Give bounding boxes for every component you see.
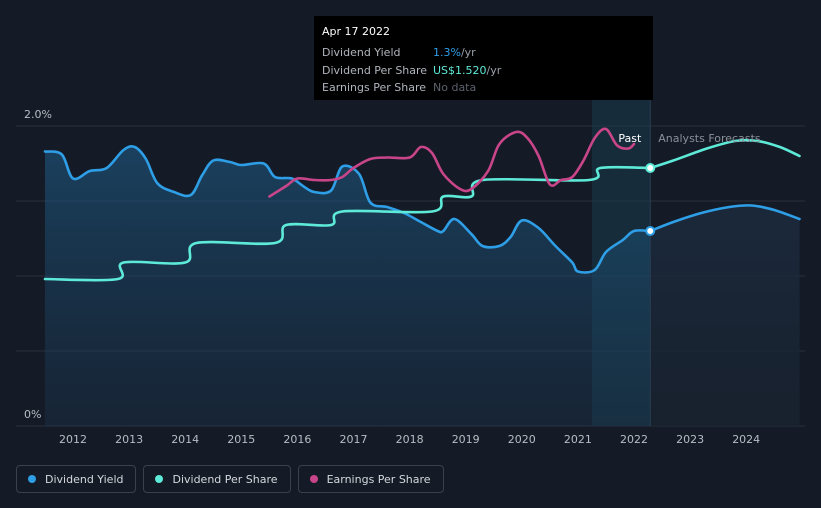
x-tick-label: 2014 (171, 433, 199, 446)
tooltip-value: US$1.520 (433, 63, 487, 77)
x-tick-label: 2015 (227, 433, 255, 446)
x-tick-label: 2024 (732, 433, 760, 446)
x-tick-label: 2017 (340, 433, 368, 446)
legend-item-earnings-per-share[interactable]: Earnings Per Share (297, 465, 444, 493)
series-line (43, 165, 652, 282)
tooltip-label: Dividend Yield (322, 46, 401, 60)
legend-item-dividend-per-share[interactable]: Dividend Per Share (143, 465, 291, 493)
tooltip: Apr 17 2022 Dividend Yield 1.3% /yr Divi… (314, 16, 653, 100)
series-line (649, 204, 801, 233)
series-line (268, 127, 636, 198)
legend-label: Earnings Per Share (326, 472, 431, 486)
series-line (43, 145, 652, 274)
legend-dot-icon (155, 475, 164, 483)
legend-label: Dividend Yield (45, 472, 124, 486)
highlight-point (645, 163, 656, 173)
past-label: Past (618, 132, 642, 145)
x-tick-label: 2020 (508, 433, 536, 446)
legend: Dividend Yield Dividend Per Share Earnin… (16, 465, 444, 493)
y-tick-label: 0% (24, 408, 41, 421)
legend-item-dividend-yield[interactable]: Dividend Yield (16, 465, 137, 493)
x-tick-label: 2021 (564, 433, 592, 446)
tooltip-label: Dividend Per Share (322, 63, 428, 77)
legend-dot-icon (309, 475, 318, 483)
tooltip-value: 1.3% (433, 46, 461, 60)
x-tick-label: 2023 (676, 433, 704, 446)
tooltip-label: Earnings Per Share (322, 81, 427, 95)
x-tick-label: 2019 (452, 433, 480, 446)
forecast-label: Analysts Forecasts (658, 132, 761, 145)
x-tick-label: 2022 (620, 433, 648, 446)
x-tick-label: 2012 (59, 433, 87, 446)
series-line (649, 138, 801, 170)
legend-label: Dividend Per Share (172, 472, 278, 486)
yield-area (44, 146, 651, 426)
tooltip-row-yield: Dividend Yield 1.3% /yr (322, 44, 645, 62)
tooltip-row-eps: Earnings Per Share No data (322, 79, 645, 97)
tooltip-value: No data (433, 81, 477, 95)
highlight-point (645, 226, 656, 236)
tooltip-date: Apr 17 2022 (322, 25, 391, 38)
x-tick-label: 2018 (396, 433, 424, 446)
y-tick-label: 2.0% (24, 108, 52, 121)
yield-area (650, 205, 800, 426)
tooltip-row-dps: Dividend Per Share US$1.520 /yr (322, 62, 645, 80)
tooltip-unit: /yr (460, 46, 476, 60)
x-tick-label: 2016 (283, 433, 311, 446)
tooltip-unit: /yr (486, 63, 502, 77)
legend-dot-icon (28, 475, 36, 483)
x-tick-label: 2013 (115, 433, 143, 446)
